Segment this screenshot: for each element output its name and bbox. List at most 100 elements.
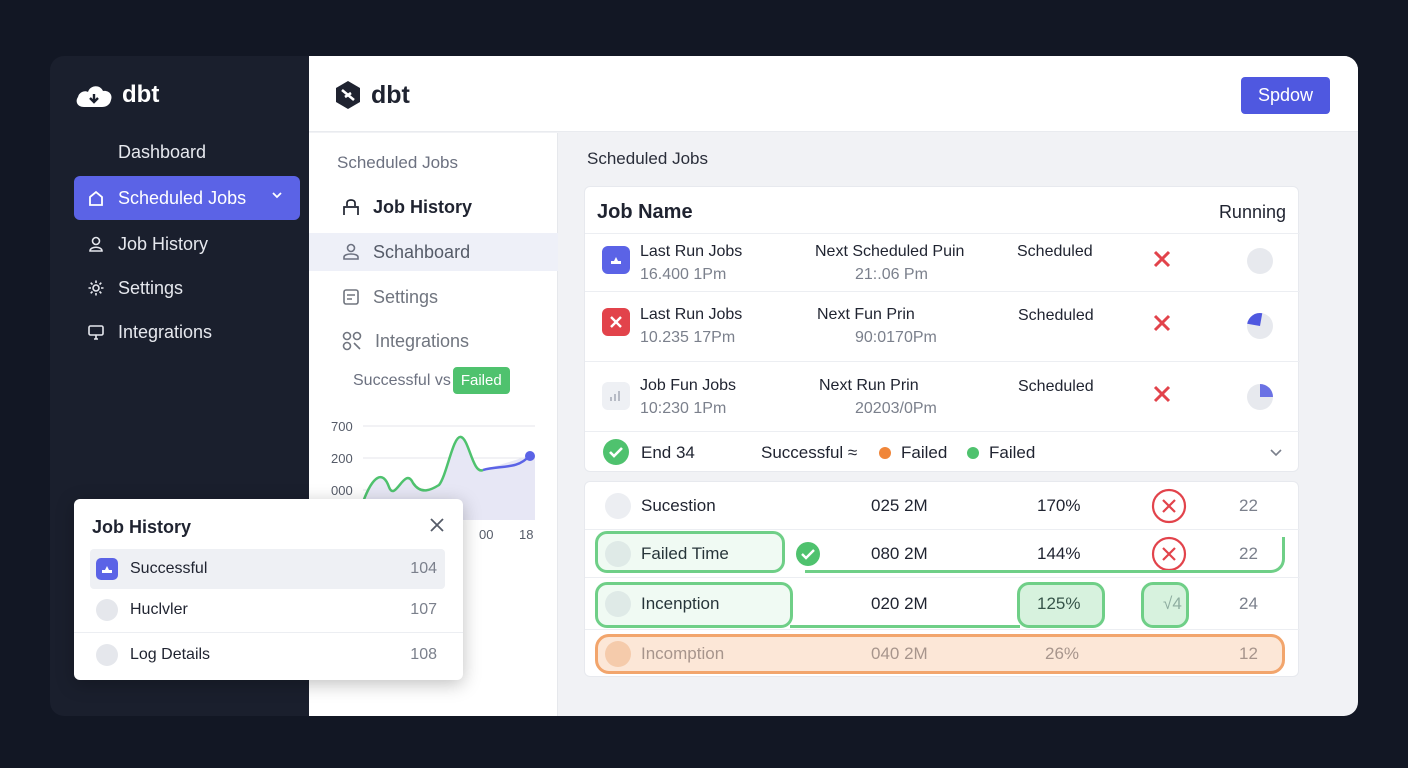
chart-legend: Successful vs Failed <box>353 367 510 394</box>
primary-action-button[interactable]: Spdow <box>1241 77 1330 114</box>
table-row[interactable]: Incomption 040 2M 26% 12 <box>585 630 1300 678</box>
job-history-popup: Job History Successful 104 Huclvler 107 … <box>74 499 463 680</box>
sidebar-item-scheduled-jobs[interactable]: Scheduled Jobs <box>74 176 300 220</box>
table-row[interactable]: Incenption 020 2M 125% √4 24 <box>585 578 1300 630</box>
job-next-time: 90:0170Pm <box>855 329 937 346</box>
avatar <box>96 644 118 666</box>
table-row[interactable]: Last Run Jobs 10.235 17Pm Next Fun Prin … <box>585 292 1300 362</box>
metric-name: Incomption <box>641 644 725 663</box>
dbt-logo-icon <box>336 81 360 109</box>
sidebar-logo[interactable]: dbt <box>74 80 159 110</box>
nav-item-settings[interactable]: Settings <box>309 278 558 316</box>
summary-failed-orange: Failed <box>879 443 947 463</box>
job-failed-icon <box>602 308 630 336</box>
y-tick-label: 700 <box>331 419 353 434</box>
main-panel: dbt Spdow Scheduled Jobs Job History Sch… <box>309 56 1358 716</box>
metric-pct: 144% <box>1037 544 1081 563</box>
gear-icon <box>86 278 106 298</box>
progress-pie-icon <box>1247 313 1273 339</box>
pct-highlight <box>1017 582 1105 628</box>
progress-pie-icon <box>1247 384 1273 410</box>
list-item[interactable]: Log Details 108 <box>90 635 445 675</box>
sidebar-item-label: Job History <box>118 233 209 254</box>
nav-item-label: Settings <box>373 286 439 307</box>
chevron-down-icon <box>272 192 282 199</box>
nav-item-label: Integrations <box>375 330 470 351</box>
row-highlight-warning <box>595 634 1285 674</box>
legend-text: Successful vs <box>353 371 451 389</box>
summary-failed-label: Failed <box>901 443 948 462</box>
nav-item-label: Schahboard <box>373 241 471 262</box>
job-status: Scheduled <box>1018 307 1094 324</box>
metric-value: 040 2M <box>871 644 928 663</box>
sidebar-item-dashboard[interactable]: Dashboard <box>74 130 300 174</box>
close-icon[interactable] <box>429 517 445 533</box>
row-highlight-trail <box>805 537 1285 573</box>
row-status-icon <box>605 493 631 519</box>
metric-count: 22 <box>1239 496 1258 515</box>
metric-name: Failed Time <box>641 544 729 563</box>
job-name: Last Run Jobs <box>640 243 743 260</box>
job-last-run-time: 10.235 17Pm <box>640 329 736 346</box>
close-icon[interactable] <box>1151 312 1173 334</box>
table-row[interactable]: Last Run Jobs 16.400 1Pm Next Scheduled … <box>585 234 1300 292</box>
chevron-down-icon[interactable] <box>1268 444 1284 460</box>
scheduled-jobs-table: Job Name Running Last Run Jobs 16.400 1P… <box>584 186 1300 472</box>
list-item-count: 104 <box>410 560 437 577</box>
row-status-icon <box>605 541 631 567</box>
sidebar-item-integrations[interactable]: Integrations <box>74 310 300 354</box>
blank-icon <box>86 142 106 162</box>
avatar <box>96 599 118 621</box>
x-circle-icon[interactable] <box>1151 488 1187 524</box>
series-line-success <box>361 435 484 503</box>
check-circle-icon <box>603 439 629 465</box>
header-logo[interactable]: dbt <box>333 80 410 110</box>
progress-pie-icon <box>1247 248 1273 274</box>
sidebar-item-job-history[interactable]: Job History <box>74 222 300 266</box>
list-item-count: 107 <box>410 601 437 618</box>
integrations-icon <box>342 331 362 351</box>
orange-dot-icon <box>879 447 891 459</box>
metric-count: 24 <box>1239 594 1258 613</box>
monitor-icon <box>86 322 106 342</box>
document-icon <box>343 289 359 305</box>
column-header-running[interactable]: Running <box>1218 202 1286 222</box>
row-status-icon <box>605 591 631 617</box>
list-item-name: Successful <box>130 560 208 577</box>
home-icon <box>86 188 106 208</box>
table-row[interactable]: Sucestion 025 2M 170% 22 <box>585 482 1300 530</box>
job-run-icon <box>96 558 118 580</box>
sidebar-item-settings[interactable]: Settings <box>74 266 300 310</box>
table-row[interactable]: Job Fun Jobs 10:230 1Pm Next Run Prin 20… <box>585 362 1300 432</box>
metric-pct: 26% <box>1045 644 1080 663</box>
nav-item-schahboard[interactable]: Schahboard <box>309 233 558 271</box>
nav-item-label: Job History <box>373 196 473 217</box>
y-tick-label: 000 <box>331 483 353 498</box>
metric-name: Incenption <box>641 594 720 613</box>
summary-successful: Successful ≈ <box>761 443 858 462</box>
job-name: Last Run Jobs <box>640 306 743 323</box>
metric-value: 025 2M <box>871 496 928 515</box>
list-item[interactable]: Successful 104 <box>90 549 445 589</box>
close-icon[interactable] <box>1151 248 1173 270</box>
brand-name: dbt <box>371 80 410 109</box>
metric-pct: 170% <box>1037 496 1081 515</box>
list-item-name: Log Details <box>130 646 211 663</box>
nav-item-integrations[interactable]: Integrations <box>309 322 558 360</box>
summary-row[interactable]: End 34 Successful ≈ Failed Failed <box>585 432 1300 472</box>
failed-pill[interactable]: Failed <box>452 367 510 394</box>
lock-user-icon <box>343 199 359 215</box>
close-icon[interactable] <box>1151 383 1173 405</box>
top-bar: dbt Spdow <box>309 56 1358 132</box>
metric-badge: √4 <box>1163 594 1182 613</box>
list-item[interactable]: Huclvler 107 <box>90 590 445 630</box>
job-last-run-time: 16.400 1Pm <box>640 266 727 283</box>
job-chart-icon <box>602 382 630 410</box>
series-end-point <box>525 451 535 461</box>
column-header-job-name[interactable]: Job Name <box>597 201 693 223</box>
job-name: Job Fun Jobs <box>640 377 737 394</box>
nav-item-job-history[interactable]: Job History <box>309 188 558 226</box>
cloud-logo-icon <box>76 86 112 107</box>
metric-pct: 125% <box>1037 594 1081 613</box>
job-next-time: 21:.06 Pm <box>855 266 928 283</box>
